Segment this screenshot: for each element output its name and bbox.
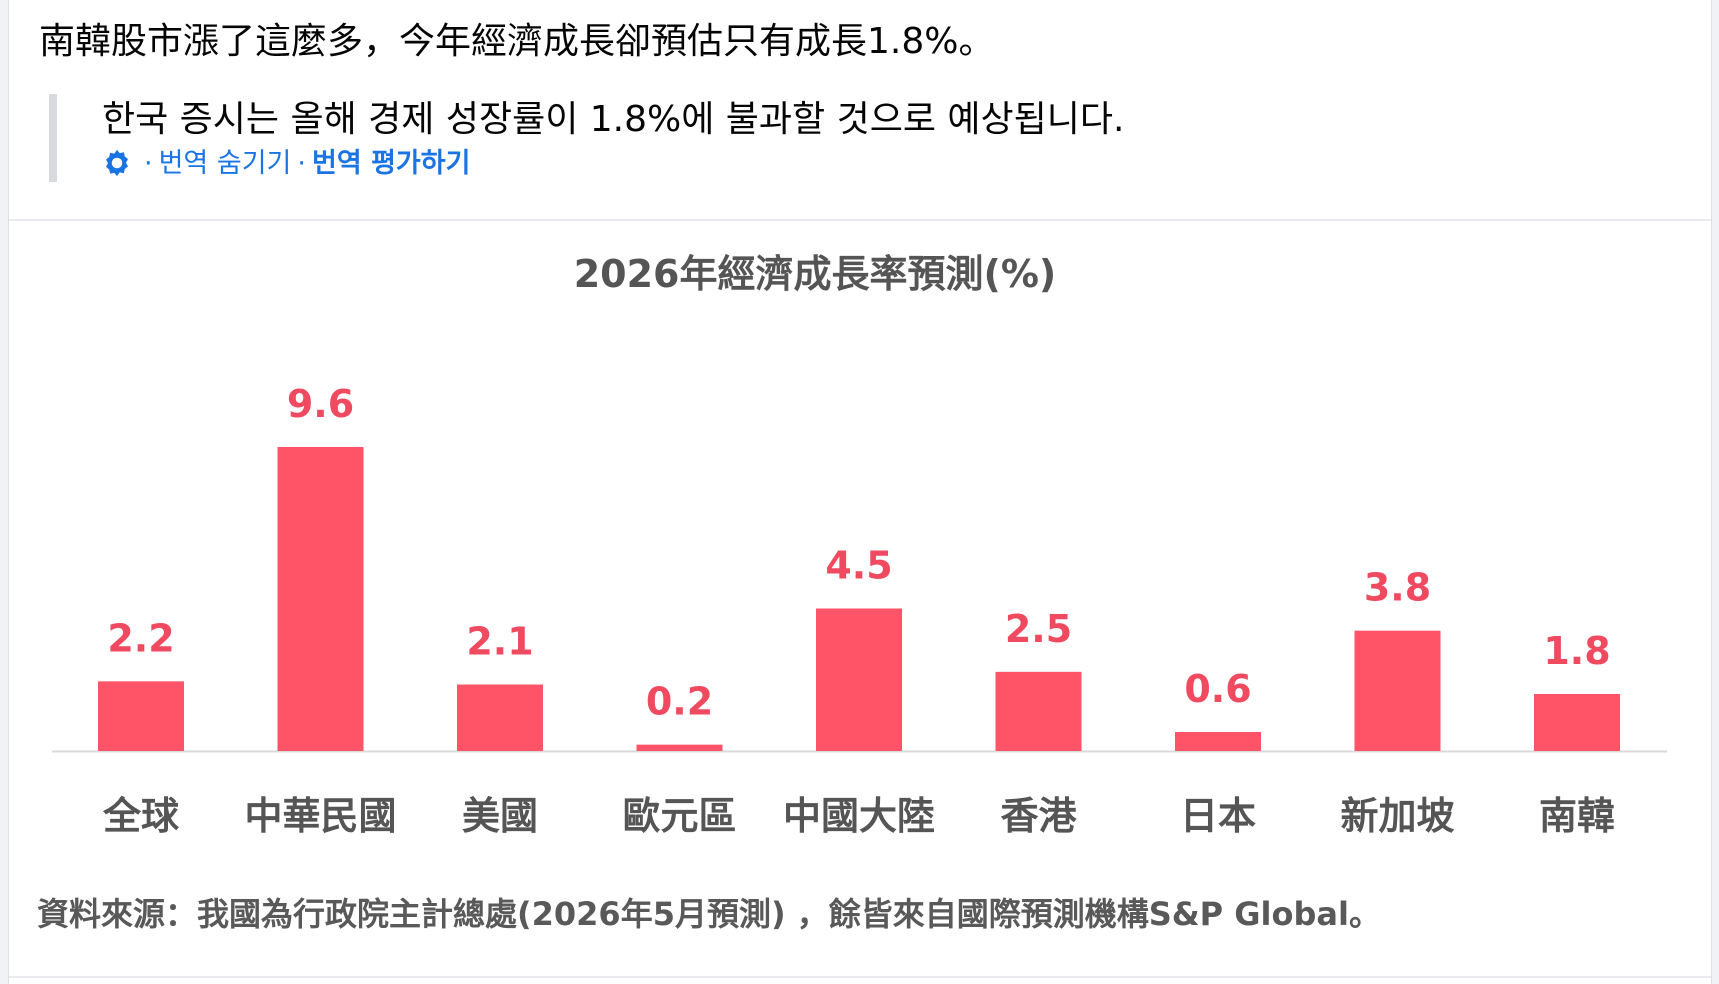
bar-value-label: 0.6 — [1184, 667, 1251, 711]
bar — [1175, 732, 1261, 751]
post-image[interactable]: 2026年經濟成長率預測(%) 2.2 全球 9.6 中華民國 2.1 美國 0.2 歐元區 4… — [9, 221, 1711, 976]
bar-value-label: 9.6 — [287, 382, 354, 426]
bar-value-label: 2.2 — [107, 616, 174, 660]
meta-separator: · — [144, 148, 153, 179]
bar-value-label: 2.1 — [466, 620, 533, 664]
gear-icon[interactable] — [102, 148, 132, 178]
bar-chart: 2.2 全球 9.6 中華民國 2.1 美國 0.2 歐元區 4.5 中國大陸 2.5 香港 0.6 日本… — [52, 382, 1667, 838]
category-label: 南韓 — [1539, 794, 1615, 838]
divider — [9, 219, 1711, 221]
bar-value-label: 3.8 — [1364, 566, 1431, 610]
bar — [277, 447, 364, 751]
hide-translation-link[interactable]: 번역 숨기기 — [158, 148, 292, 179]
source-note: 資料來源：我國為行政院主計總處(2026年5月預測) ，餘皆來自國際預測機構S&… — [37, 895, 1381, 933]
chart-title: 2026年經濟成長率預測(%) — [573, 252, 1057, 296]
bar — [995, 671, 1082, 751]
category-label: 新加坡 — [1340, 794, 1454, 838]
translation-meta: · 번역 숨기기 · 번역 평가하기 — [102, 146, 470, 182]
category-label: 歐元區 — [622, 794, 736, 838]
bar — [816, 608, 902, 751]
bar-value-label: 2.5 — [1005, 607, 1072, 651]
bar-value-label: 4.5 — [825, 544, 892, 588]
bar — [1354, 630, 1441, 751]
rate-translation-link[interactable]: 번역 평가하기 — [311, 148, 471, 179]
category-label: 全球 — [102, 794, 180, 838]
divider — [9, 976, 1711, 978]
category-label: 中國大陸 — [783, 794, 935, 838]
post-card: 南韓股市漲了這麼多，今年經濟成長卻預估只有成長1.8%。 한국 증시는 올해 경… — [8, 0, 1712, 984]
translation-text: 한국 증시는 올해 경제 성장률이 1.8%에 불과할 것으로 예상됩니다. — [102, 99, 1125, 140]
category-label: 美國 — [462, 794, 538, 838]
bar-value-label: 0.2 — [646, 680, 713, 724]
category-label: 香港 — [1000, 794, 1077, 838]
bar — [636, 744, 723, 751]
bar — [457, 684, 543, 751]
bar — [1534, 694, 1620, 751]
category-label: 日本 — [1180, 794, 1256, 838]
bar — [98, 681, 184, 751]
post-text: 南韓股市漲了這麼多，今年經濟成長卻預估只有成長1.8%。 — [39, 21, 995, 62]
translation-block: 한국 증시는 올해 경제 성장률이 1.8%에 불과할 것으로 예상됩니다. ·… — [49, 94, 1357, 182]
category-label: 中華民國 — [244, 794, 396, 838]
meta-separator: · — [297, 148, 306, 179]
bar-value-label: 1.8 — [1543, 629, 1610, 673]
